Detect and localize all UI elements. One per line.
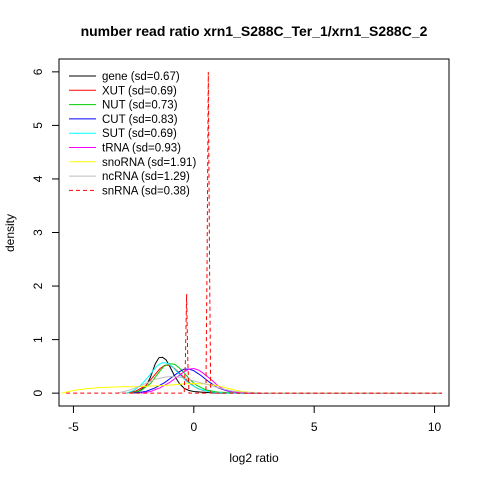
legend-label: SUT (sd=0.69) [102, 128, 177, 140]
series-line [140, 367, 442, 394]
series-line [131, 356, 442, 394]
legend-label: gene (sd=0.67) [102, 71, 180, 83]
chart-title: number read ratio xrn1_S288C_Ter_1/xrn1_… [81, 23, 428, 39]
y-tick-label: 5 [31, 122, 45, 129]
y-tick-label: 1 [31, 336, 45, 343]
legend-label: NUT (sd=0.73) [102, 100, 178, 112]
series-line [66, 71, 442, 394]
legend-label: snoRNA (sd=1.91) [102, 157, 196, 169]
series-line [116, 375, 442, 394]
y-tick-label: 0 [31, 389, 45, 396]
legend: gene (sd=0.67) XUT (sd=0.69) NUT (sd=0.73)… [69, 71, 196, 197]
series-line [126, 362, 442, 394]
x-tick-label: -5 [68, 420, 79, 434]
legend-label: ncRNA (sd=1.29) [102, 171, 190, 183]
x-tick-label: 0 [190, 420, 197, 434]
y-tick-label: 4 [31, 175, 45, 182]
axes: -5 0 5 10 0 1 2 3 4 5 6 [31, 68, 442, 434]
x-tick-label: 5 [311, 420, 318, 434]
legend-label: snRNA (sd=0.38) [102, 185, 190, 197]
legend-label: CUT (sd=0.83) [102, 114, 178, 126]
y-axis-label: density [3, 214, 17, 252]
legend-label: XUT (sd=0.69) [102, 85, 177, 97]
x-tick-label: 10 [428, 420, 442, 434]
x-axis-label: log2 ratio [229, 451, 279, 465]
series-line [131, 363, 442, 394]
series-lines [61, 71, 442, 394]
series-line [61, 382, 442, 394]
series-line [133, 368, 442, 394]
y-tick-label: 2 [31, 282, 45, 289]
y-tick-label: 3 [31, 229, 45, 236]
legend-label: tRNA (sd=0.93) [102, 143, 181, 155]
y-tick-label: 6 [31, 68, 45, 75]
